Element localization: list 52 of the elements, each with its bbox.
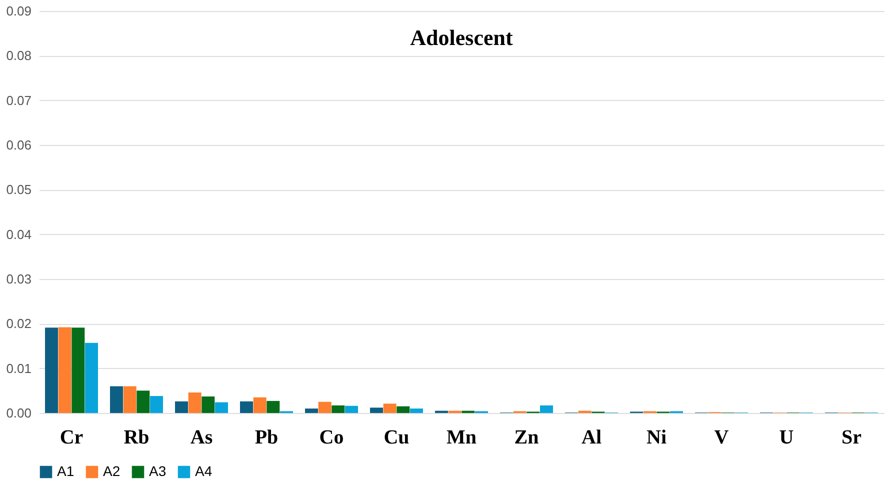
- x-tick-label: V: [714, 426, 730, 448]
- bar: [150, 396, 163, 413]
- x-tick-label: Cu: [384, 426, 410, 448]
- bar: [123, 386, 136, 413]
- bar: [110, 386, 123, 413]
- y-tick-label: 0.00: [6, 406, 32, 420]
- y-tick-label: 0.08: [6, 48, 32, 64]
- x-tick-label: Co: [319, 426, 344, 448]
- x-tick-label: Zn: [514, 426, 539, 448]
- bar: [540, 405, 553, 413]
- y-tick-label: 0.01: [6, 360, 32, 376]
- bar: [72, 328, 85, 413]
- legend-label: A1: [57, 463, 74, 479]
- bar: [202, 396, 215, 413]
- bar: [305, 408, 318, 413]
- bar: [396, 406, 410, 413]
- y-tick-label: 0.02: [6, 316, 32, 332]
- bar: [266, 400, 280, 413]
- bar: [332, 405, 345, 413]
- legend-label: A2: [103, 463, 120, 479]
- bar: [370, 408, 383, 413]
- x-tick-label: U: [779, 426, 794, 448]
- x-tick-label: Mn: [446, 426, 476, 448]
- x-tick-label: Al: [582, 426, 602, 448]
- bar: [45, 328, 58, 413]
- y-tick-label: 0.07: [6, 92, 32, 108]
- bar: [215, 402, 228, 413]
- bar: [318, 402, 332, 413]
- text: Adolescent: [410, 25, 514, 50]
- bar: [175, 401, 188, 413]
- y-tick-label: 0.03: [6, 272, 32, 286]
- x-tick-label: Sr: [842, 426, 862, 448]
- x-tick-label: As: [190, 426, 213, 448]
- bar: [345, 406, 358, 413]
- bar: [58, 327, 72, 413]
- legend-label: A3: [149, 463, 166, 479]
- legend-label: A4: [195, 463, 212, 479]
- x-tick-label: Rb: [124, 426, 150, 448]
- bar: [188, 392, 202, 413]
- x-tick-label: Cr: [60, 426, 84, 448]
- y-tick-label: 0.04: [6, 226, 32, 242]
- bar: [240, 401, 253, 413]
- bar: [85, 342, 98, 413]
- y-tick-label: 0.05: [6, 182, 32, 198]
- bar: [253, 397, 266, 413]
- y-tick-label: 0.09: [6, 4, 32, 18]
- bar: [383, 404, 396, 413]
- x-tick-label: Pb: [254, 426, 278, 448]
- bar: [136, 390, 150, 413]
- bar: [410, 408, 423, 413]
- y-tick-label: 0.06: [6, 138, 32, 152]
- x-tick-label: Ni: [646, 426, 667, 448]
